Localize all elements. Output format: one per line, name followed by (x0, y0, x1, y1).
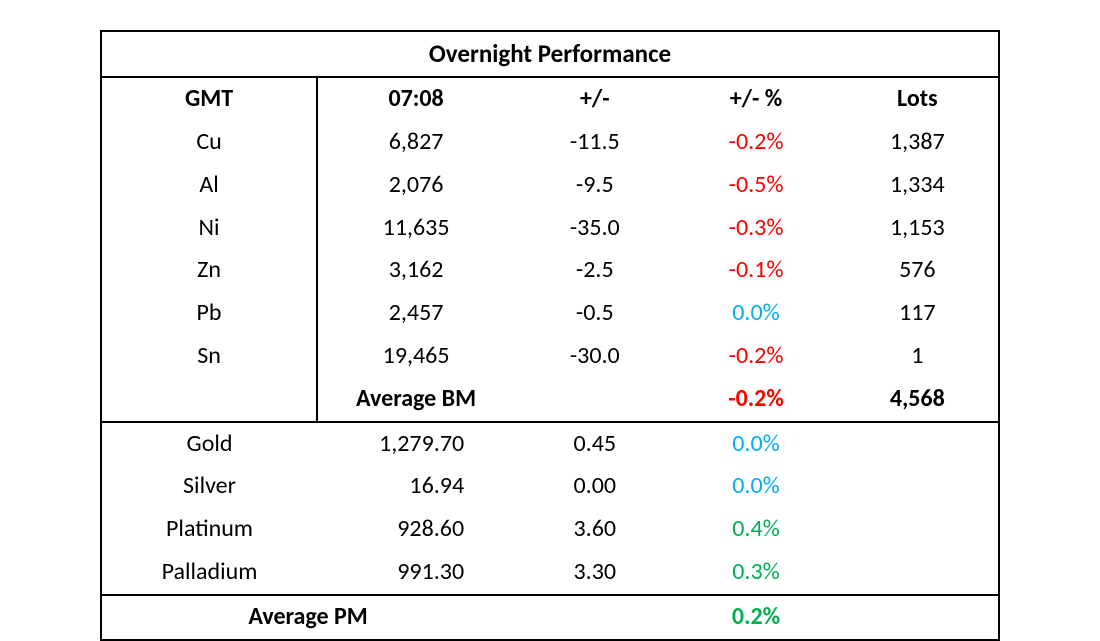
metal-symbol: Platinum (102, 508, 317, 551)
metal-change: 3.60 (514, 508, 675, 551)
metal-symbol: Silver (102, 465, 317, 508)
metal-lots (837, 465, 998, 508)
metal-change: 0.00 (514, 465, 675, 508)
avg-bm-row: Average BM -0.2% 4,568 (102, 378, 998, 422)
metal-price: 16.94 (317, 465, 514, 508)
table-row: Al2,076-9.5-0.5%1,334 (102, 164, 998, 207)
table-row: Palladium991.303.300.3% (102, 551, 998, 595)
metal-symbol: Pb (102, 292, 317, 335)
table-row: Gold1,279.700.450.0% (102, 422, 998, 466)
metal-price: 19,465 (317, 335, 514, 378)
metal-change: -0.5 (514, 292, 675, 335)
metal-pct: 0.0% (675, 465, 836, 508)
metal-symbol: Al (102, 164, 317, 207)
metal-lots: 1,387 (837, 121, 998, 164)
metal-lots (837, 508, 998, 551)
metal-lots (837, 551, 998, 595)
metal-pct: 0.4% (675, 508, 836, 551)
metal-pct: 0.0% (675, 422, 836, 466)
metal-change: -2.5 (514, 249, 675, 292)
table-title: Overnight Performance (102, 32, 998, 77)
metal-pct: 0.3% (675, 551, 836, 595)
avg-pm-pct: 0.2% (675, 595, 836, 639)
table-row: Silver16.940.000.0% (102, 465, 998, 508)
metal-price: 2,076 (317, 164, 514, 207)
metal-price: 2,457 (317, 292, 514, 335)
metal-pct: -0.3% (675, 207, 836, 250)
metal-lots (837, 422, 998, 466)
metal-change: 3.30 (514, 551, 675, 595)
metal-change: 0.45 (514, 422, 675, 466)
overnight-performance-table: Overnight Performance GMT 07:08 +/- +/- … (100, 30, 1000, 641)
metal-symbol: Cu (102, 121, 317, 164)
metal-lots: 576 (837, 249, 998, 292)
metal-symbol: Zn (102, 249, 317, 292)
metal-lots: 1,334 (837, 164, 998, 207)
header-lots: Lots (837, 77, 998, 121)
header-row: GMT 07:08 +/- +/- % Lots (102, 77, 998, 121)
metal-symbol: Ni (102, 207, 317, 250)
avg-pm-label: Average PM (102, 595, 514, 639)
table-row: Ni11,635-35.0-0.3%1,153 (102, 207, 998, 250)
table-row: Platinum928.603.600.4% (102, 508, 998, 551)
metal-price: 6,827 (317, 121, 514, 164)
header-time: 07:08 (317, 77, 514, 121)
performance-table: Overnight Performance GMT 07:08 +/- +/- … (102, 32, 998, 639)
avg-bm-lots: 4,568 (837, 378, 998, 422)
metal-price: 11,635 (317, 207, 514, 250)
avg-bm-pct: -0.2% (675, 378, 836, 422)
metal-change: -30.0 (514, 335, 675, 378)
metal-change: -35.0 (514, 207, 675, 250)
table-row: Zn3,162-2.5-0.1%576 (102, 249, 998, 292)
metal-pct: 0.0% (675, 292, 836, 335)
title-row: Overnight Performance (102, 32, 998, 77)
metal-lots: 117 (837, 292, 998, 335)
metal-price: 3,162 (317, 249, 514, 292)
avg-pm-row: Average PM 0.2% (102, 595, 998, 639)
metal-price: 928.60 (317, 508, 514, 551)
table-row: Cu6,827-11.5-0.2%1,387 (102, 121, 998, 164)
metal-symbol: Gold (102, 422, 317, 466)
metal-pct: -0.1% (675, 249, 836, 292)
metal-change: -9.5 (514, 164, 675, 207)
metal-pct: -0.2% (675, 121, 836, 164)
metal-symbol: Palladium (102, 551, 317, 595)
header-gmt: GMT (102, 77, 317, 121)
header-chg: +/- (514, 77, 675, 121)
metal-change: -11.5 (514, 121, 675, 164)
metal-symbol: Sn (102, 335, 317, 378)
avg-bm-label: Average BM (317, 378, 514, 422)
metal-pct: -0.5% (675, 164, 836, 207)
metal-lots: 1 (837, 335, 998, 378)
metal-lots: 1,153 (837, 207, 998, 250)
metal-price: 1,279.70 (317, 422, 514, 466)
header-pct: +/- % (675, 77, 836, 121)
table-row: Sn19,465-30.0-0.2%1 (102, 335, 998, 378)
metal-pct: -0.2% (675, 335, 836, 378)
table-row: Pb2,457-0.50.0%117 (102, 292, 998, 335)
metal-price: 991.30 (317, 551, 514, 595)
